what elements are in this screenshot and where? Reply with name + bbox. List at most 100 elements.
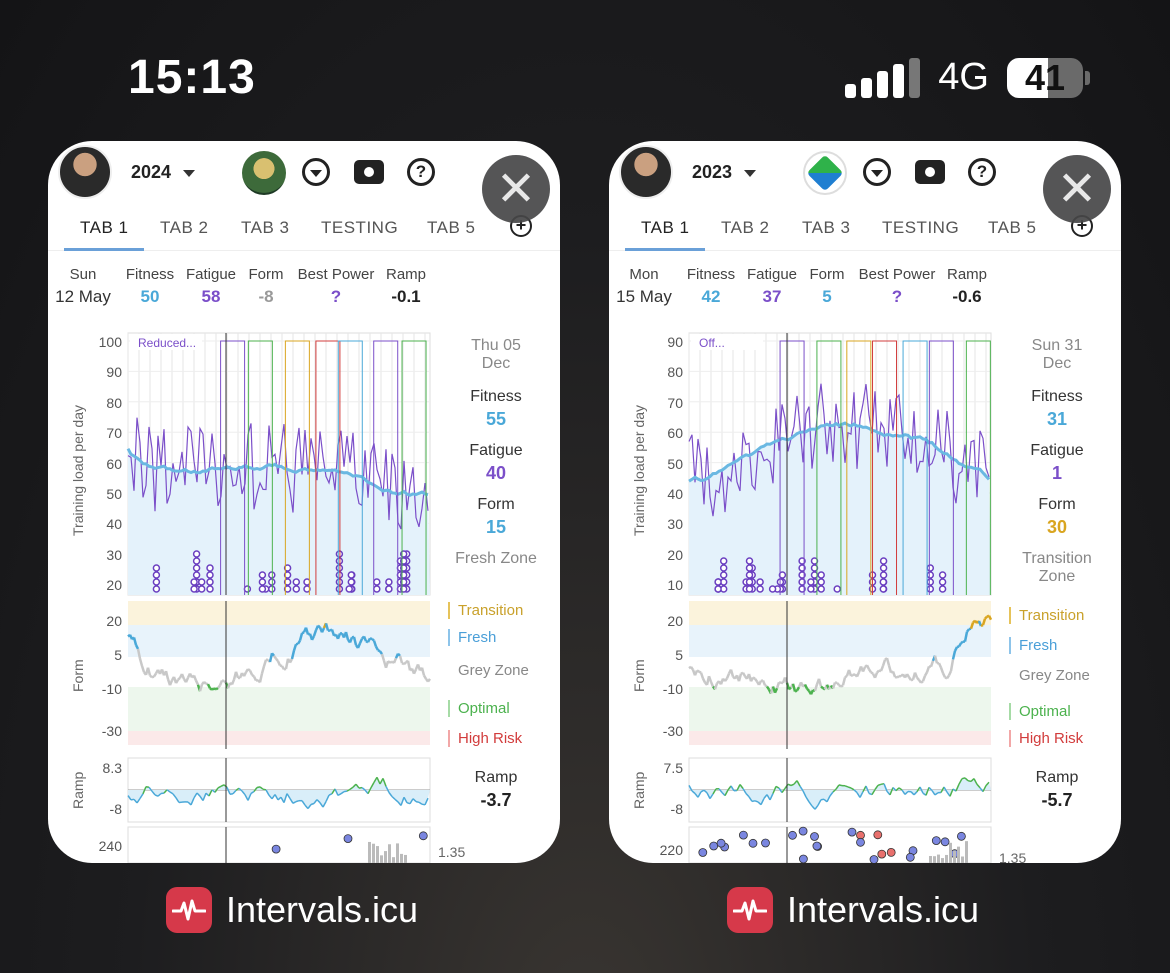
dropdown-circle-icon[interactable] bbox=[863, 158, 891, 186]
form-chart[interactable] bbox=[127, 601, 432, 749]
ramp-segment bbox=[274, 794, 279, 801]
tab-3[interactable]: TAB 3 bbox=[241, 218, 290, 237]
ramp-chart[interactable] bbox=[127, 757, 431, 823]
ramp-segment bbox=[175, 797, 180, 803]
form-segment bbox=[876, 669, 880, 674]
training-tick: 80 bbox=[106, 394, 122, 411]
activity-dot bbox=[152, 585, 161, 593]
ramp-segment bbox=[961, 777, 966, 780]
ramp-segment bbox=[844, 785, 849, 788]
power-chart[interactable] bbox=[127, 826, 431, 863]
activity-dot bbox=[833, 585, 841, 593]
power-dot bbox=[799, 854, 808, 863]
app-switcher-card-left[interactable]: 2024 ? ✕ TAB 1 TAB 2 TAB 3 TESTING TAB 5… bbox=[48, 141, 560, 863]
summary-form: Form 5 bbox=[809, 266, 845, 306]
ramp-segment bbox=[193, 792, 198, 799]
form-segment bbox=[817, 678, 823, 687]
activity-dot bbox=[879, 557, 888, 565]
form-segment bbox=[218, 680, 224, 686]
power-dot bbox=[812, 841, 822, 851]
form-segment bbox=[753, 677, 759, 683]
tab-testing[interactable]: TESTING bbox=[321, 218, 399, 237]
summary-ramp: Ramp -0.6 bbox=[946, 266, 987, 306]
ramp-segment bbox=[817, 799, 822, 806]
close-app-button[interactable]: ✕ bbox=[482, 155, 550, 223]
user-avatar[interactable] bbox=[619, 145, 673, 199]
ramp-segment bbox=[772, 786, 777, 794]
app-switcher-card-right[interactable]: 2023 ? ✕ TAB 1 TAB 2 TAB 3 TESTING TAB 5… bbox=[609, 141, 1121, 863]
chevron-down-icon[interactable] bbox=[744, 170, 756, 177]
power-right-tick: 1.35 bbox=[999, 850, 1027, 863]
ramp-chart[interactable] bbox=[688, 757, 992, 823]
status-time: 15:13 bbox=[128, 51, 256, 104]
tab-2[interactable]: TAB 2 bbox=[721, 218, 770, 237]
close-app-button[interactable]: ✕ bbox=[1043, 155, 1111, 223]
training-load-chart[interactable]: Off... bbox=[688, 332, 992, 596]
year-selector[interactable]: 2023 bbox=[692, 162, 733, 182]
camera-icon[interactable] bbox=[354, 160, 384, 184]
chevron-down-icon[interactable] bbox=[183, 170, 195, 177]
form-segment bbox=[288, 658, 294, 664]
form-segment bbox=[905, 673, 911, 678]
training-tick: 60 bbox=[106, 455, 122, 472]
app-name: Intervals.icu bbox=[787, 889, 980, 930]
ramp-segment bbox=[691, 790, 696, 795]
ramp-segment bbox=[316, 799, 321, 804]
form-segment bbox=[358, 638, 364, 644]
form-segment bbox=[723, 677, 729, 682]
tab-2[interactable]: TAB 2 bbox=[160, 218, 209, 237]
tab-testing[interactable]: TESTING bbox=[882, 218, 960, 237]
athlete-avatar[interactable] bbox=[242, 151, 286, 195]
activity-dot bbox=[756, 585, 764, 593]
plot-area bbox=[127, 826, 431, 863]
ramp-segment bbox=[736, 784, 741, 791]
year-selector[interactable]: 2024 bbox=[131, 162, 172, 182]
form-segment bbox=[276, 660, 282, 667]
form-chart[interactable] bbox=[688, 601, 993, 749]
activity-dot bbox=[335, 550, 344, 558]
training-load-chart[interactable]: Reduced... bbox=[126, 332, 431, 596]
form-tick: -30 bbox=[662, 723, 683, 739]
ramp-segment bbox=[862, 785, 867, 793]
form-segment bbox=[701, 678, 707, 684]
form-segment bbox=[907, 676, 913, 681]
form-segment bbox=[689, 666, 695, 671]
ramp-segment bbox=[895, 787, 900, 792]
dropdown-circle-icon[interactable] bbox=[302, 158, 330, 186]
form-segment bbox=[134, 644, 140, 650]
tab-1[interactable]: TAB 1 bbox=[80, 218, 129, 237]
tab-5[interactable]: TAB 5 bbox=[427, 218, 476, 237]
form-segment bbox=[401, 662, 405, 666]
activity-dot bbox=[879, 571, 888, 579]
power-dot bbox=[873, 830, 883, 840]
ramp-segment bbox=[826, 795, 831, 803]
zone-fresh: Fresh bbox=[1009, 637, 1057, 654]
ramp-segment bbox=[889, 787, 894, 796]
hover-fatigue: Fatigue 40 bbox=[469, 442, 523, 483]
tab-bar: TAB 1 TAB 2 TAB 3 TESTING TAB 5 + bbox=[48, 205, 560, 251]
help-icon[interactable]: ? bbox=[968, 158, 996, 186]
training-tick: 40 bbox=[667, 486, 683, 502]
power-chart[interactable] bbox=[688, 826, 992, 863]
ramp-axis-label: Ramp bbox=[70, 771, 86, 809]
zone-optimal: Optimal bbox=[1009, 703, 1071, 720]
form-segment bbox=[956, 645, 960, 649]
ramp-segment bbox=[748, 796, 753, 802]
ramp-segment bbox=[835, 784, 840, 790]
power-bar bbox=[957, 846, 960, 863]
training-tick: 70 bbox=[106, 425, 122, 442]
form-segment bbox=[878, 669, 882, 673]
tab-5[interactable]: TAB 5 bbox=[988, 218, 1037, 237]
athlete-avatar[interactable] bbox=[803, 151, 847, 195]
tab-1[interactable]: TAB 1 bbox=[641, 218, 690, 237]
tab-3[interactable]: TAB 3 bbox=[802, 218, 851, 237]
power-dot bbox=[877, 849, 887, 859]
help-icon[interactable]: ? bbox=[407, 158, 435, 186]
ramp-segment bbox=[934, 792, 939, 796]
ramp-segment bbox=[328, 793, 333, 796]
camera-icon[interactable] bbox=[915, 160, 945, 184]
form-segment bbox=[283, 667, 287, 671]
user-avatar[interactable] bbox=[58, 145, 112, 199]
form-segment bbox=[910, 678, 914, 682]
event-marker bbox=[315, 340, 341, 595]
